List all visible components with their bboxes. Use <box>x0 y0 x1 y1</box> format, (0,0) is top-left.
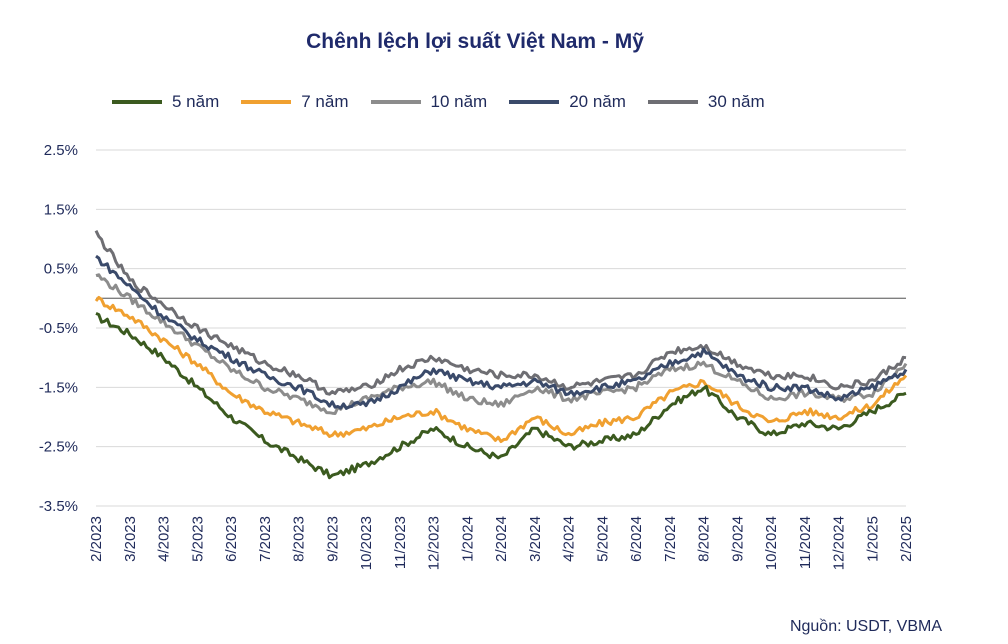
series-line-30-năm <box>94 230 907 396</box>
x-tick-label: 4/2024 <box>561 516 578 562</box>
x-tick-label: 4/2023 <box>156 516 173 562</box>
x-tick-label: 8/2024 <box>696 516 713 562</box>
chart-title: Chênh lệch lợi suất Việt Nam - Mỹ <box>306 30 644 53</box>
legend-swatch-20y <box>509 100 560 104</box>
x-tick-label: 1/2025 <box>864 516 881 562</box>
legend: 5 năm 7 năm 10 năm 20 năm 30 năm <box>112 92 765 112</box>
legend-label-30y: 30 năm <box>707 92 765 111</box>
series-line-20-năm <box>95 254 908 410</box>
x-tick-label: 3/2024 <box>527 516 544 562</box>
x-tick-label: 5/2024 <box>594 516 611 562</box>
legend-label-7y: 7 năm <box>301 92 349 111</box>
x-tick-label: 2/2025 <box>898 516 915 562</box>
x-tick-label: 3/2023 <box>122 516 139 562</box>
series-line-10-năm <box>95 273 908 415</box>
x-tick-label: 9/2023 <box>324 516 341 562</box>
legend-item-20y: 20 năm <box>509 92 626 112</box>
series-line-7-năm <box>94 295 908 443</box>
x-tick-label: 6/2023 <box>223 516 240 562</box>
series-line-5-năm <box>95 312 907 480</box>
legend-item-7y: 7 năm <box>241 92 349 112</box>
y-tick-label: 0.5% <box>44 261 78 278</box>
x-tick-label: 12/2023 <box>426 516 443 570</box>
x-tick-label: 9/2024 <box>729 516 746 562</box>
y-tick-label: 2.5% <box>44 142 78 159</box>
legend-item-10y: 10 năm <box>370 92 488 112</box>
legend-swatch-30y <box>647 100 698 104</box>
y-tick-label: -0.5% <box>39 320 78 337</box>
x-tick-label: 10/2024 <box>763 516 780 570</box>
y-tick-label: -1.5% <box>39 379 78 396</box>
legend-label-5y: 5 năm <box>172 92 220 111</box>
x-tick-label: 11/2024 <box>797 516 814 569</box>
x-tick-label: 10/2023 <box>358 516 375 570</box>
x-tick-label: 11/2023 <box>392 516 409 569</box>
x-tick-label: 2/2023 <box>88 516 105 562</box>
legend-swatch-7y <box>241 100 292 104</box>
legend-swatch-5y <box>112 100 162 104</box>
legend-label-20y: 20 năm <box>569 92 626 111</box>
x-tick-label: 6/2024 <box>628 516 645 562</box>
legend-swatch-10y <box>370 100 421 104</box>
x-tick-label: 8/2023 <box>291 516 308 562</box>
x-tick-label: 1/2024 <box>459 516 476 562</box>
y-tick-label: 1.5% <box>44 201 78 218</box>
legend-label-10y: 10 năm <box>430 92 488 111</box>
source-note: Nguồn: USDT, VBMA <box>789 618 942 635</box>
x-tick-label: 7/2024 <box>662 516 679 562</box>
y-tick-label: -2.5% <box>39 439 78 456</box>
x-tick-label: 2/2024 <box>493 516 510 562</box>
legend-item-30y: 30 năm <box>647 92 765 112</box>
y-tick-label: -3.5% <box>39 498 78 515</box>
x-tick-label: 7/2023 <box>257 516 274 562</box>
x-tick-label: 12/2024 <box>831 516 848 570</box>
x-tick-label: 5/2023 <box>189 516 206 562</box>
legend-item-5y: 5 năm <box>112 92 219 112</box>
